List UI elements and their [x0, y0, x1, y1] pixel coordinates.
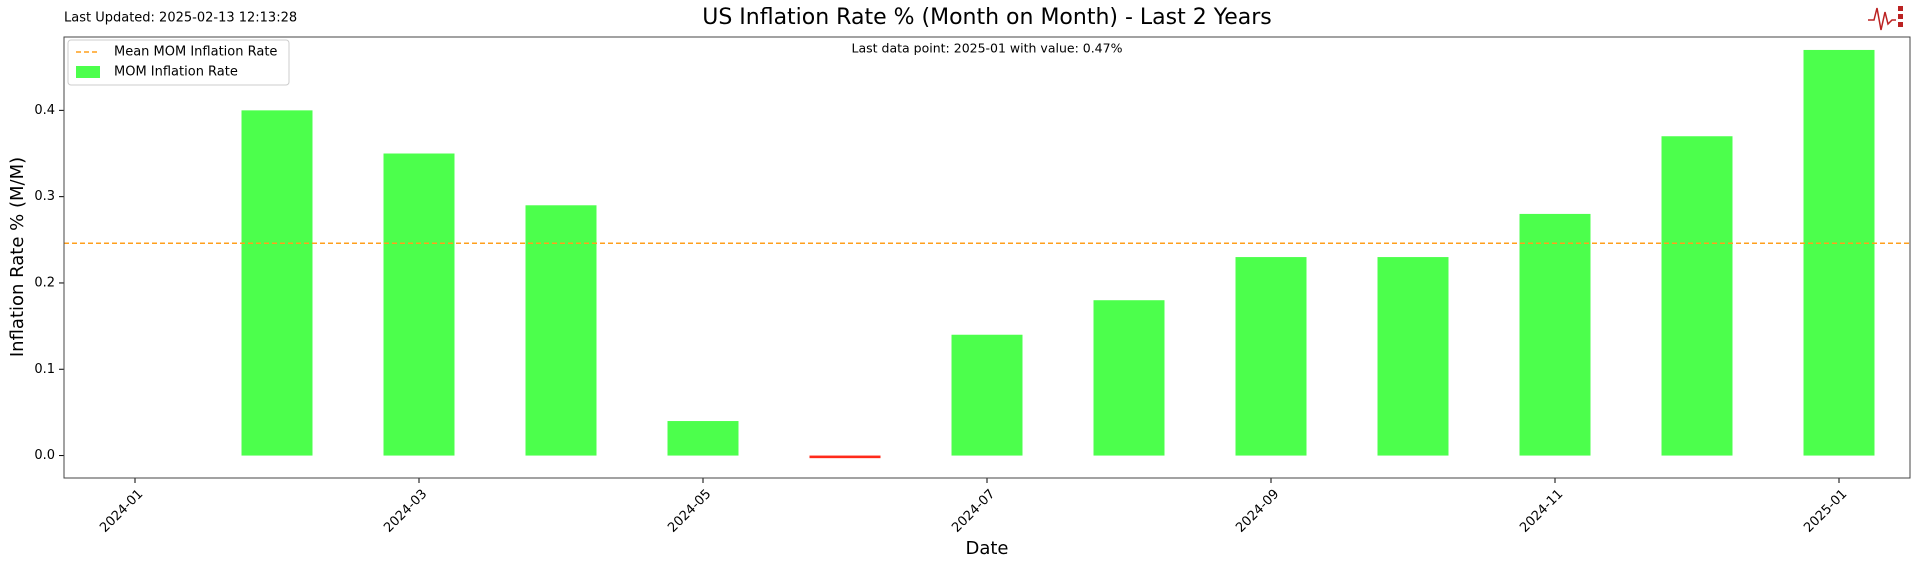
bar: [809, 455, 881, 459]
logo-box: [1866, 4, 1914, 32]
y-tick-label: 0.1: [34, 362, 55, 377]
y-tick-label: 0.0: [34, 448, 55, 463]
legend-swatch: [76, 66, 100, 78]
x-tick-label: 2024-03: [381, 487, 430, 536]
bar: [667, 421, 739, 456]
x-tick-label: 2024-11: [1517, 487, 1566, 536]
logo-dot: [1898, 22, 1903, 27]
logo-dot: [1898, 14, 1903, 19]
legend-label: MOM Inflation Rate: [114, 65, 238, 80]
bar: [1377, 257, 1449, 456]
x-tick-label: 2025-01: [1801, 487, 1850, 536]
y-tick-label: 0.2: [34, 275, 55, 290]
legend-box: [67, 39, 290, 86]
legend-label: Mean MOM Inflation Rate: [114, 45, 277, 60]
x-tick-label: 2024-09: [1233, 487, 1282, 536]
logo-wave: [1868, 7, 1896, 31]
bar: [1803, 49, 1875, 456]
y-tick-label: 0.4: [34, 103, 55, 118]
y-axis-label: Inflation Rate % (M/M): [7, 157, 28, 357]
x-axis-label: Date: [965, 538, 1008, 559]
logo: [1866, 4, 1914, 32]
updated-text: Last Updated: 2025-02-13 12:13:28: [64, 11, 297, 26]
bar: [241, 110, 313, 456]
plot-frame: [63, 36, 1911, 479]
y-tick-label: 0.3: [34, 189, 55, 204]
bar: [1235, 257, 1307, 456]
chart-title: US Inflation Rate % (Month on Month) - L…: [702, 5, 1272, 30]
bar: [1661, 136, 1733, 456]
bar: [525, 205, 597, 456]
bar: [951, 334, 1023, 456]
x-tick-label: 2024-07: [949, 487, 998, 536]
bar: [1519, 213, 1591, 456]
logo-dot: [1898, 6, 1903, 11]
x-tick-label: 2024-01: [97, 487, 146, 536]
bar: [1093, 300, 1165, 456]
annotation: Last data point: 2025-01 with value: 0.4…: [852, 41, 1123, 56]
x-tick-label: 2024-05: [665, 487, 714, 536]
bar: [383, 153, 455, 456]
